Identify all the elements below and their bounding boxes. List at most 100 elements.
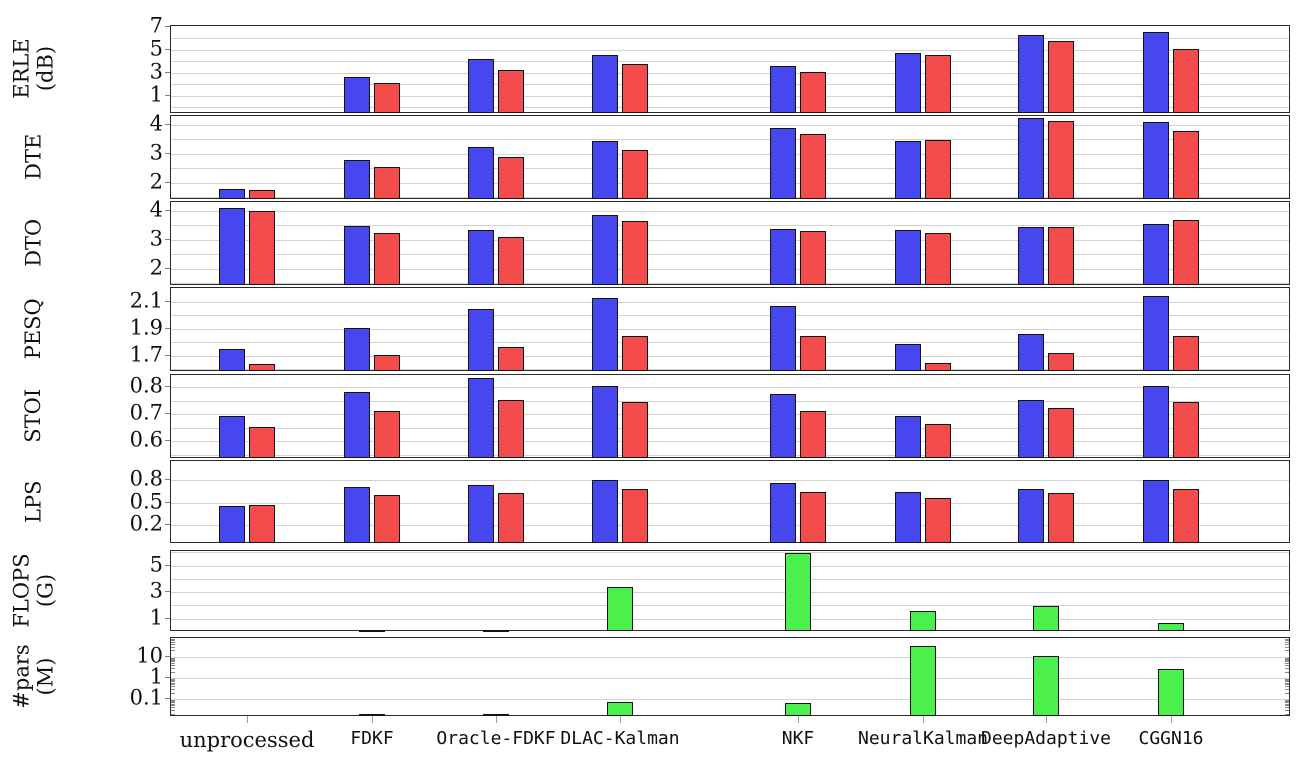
log-minor-tick xyxy=(171,663,175,665)
ytick-label-dte-2: 2 xyxy=(149,169,163,194)
bar-pesq-cggn16-blue xyxy=(1143,296,1169,371)
bar-stoi-unprocessed-red xyxy=(249,426,275,458)
log-minor-tick xyxy=(171,679,175,681)
bar-pesq-neuralkalman-red xyxy=(925,362,951,371)
bar-dte-cggn16-blue xyxy=(1143,122,1169,199)
ytick-label-pesq-1_7: 1.7 xyxy=(129,342,163,367)
ytick-mark xyxy=(165,181,170,183)
bar-erle-neuralkalman-blue xyxy=(895,53,921,113)
ylabel-text-erle: ERLE (dB) xyxy=(9,38,58,100)
ylabel-lps: LPS xyxy=(4,460,64,543)
bar-erle-oracle-fdkf-red xyxy=(498,70,524,113)
bar-lps-unprocessed-blue xyxy=(219,506,245,543)
ylabel-text-dte: DTE xyxy=(21,133,46,181)
bar-pars-fdkf-green xyxy=(359,713,385,716)
ytick-mark xyxy=(165,238,170,240)
bar-dto-oracle-fdkf-blue xyxy=(468,229,494,285)
bar-flops-nkf-green xyxy=(785,552,811,631)
log-minor-tick xyxy=(1285,657,1289,659)
bar-pesq-nkf-blue xyxy=(770,305,796,371)
ytick-label-erle-1: 1 xyxy=(149,82,163,107)
ytick-label-lps-0_8: 0.8 xyxy=(129,466,163,491)
log-minor-tick xyxy=(171,710,175,712)
xaxis-label-deepadaptive: DeepAdaptive xyxy=(980,728,1112,749)
log-minor-tick xyxy=(1285,642,1289,644)
bar-lps-cggn16-red xyxy=(1173,488,1199,543)
ytick-mark xyxy=(165,440,170,442)
xaxis-label-nkf: NKF xyxy=(781,728,815,749)
bar-dte-deepadaptive-red xyxy=(1048,120,1074,199)
bar-stoi-dlac-kalman-blue xyxy=(592,386,618,458)
gridline xyxy=(171,355,1289,357)
xtick-dlac-kalman xyxy=(620,716,621,723)
gridline xyxy=(171,479,1289,481)
ytick-label-erle-5: 5 xyxy=(149,36,163,61)
ytick-label-dto-3: 3 xyxy=(149,226,163,251)
xaxis-label-dlac-kalman: DLAC-Kalman xyxy=(560,728,680,749)
bar-lps-nkf-blue xyxy=(770,482,796,543)
ytick-label-pars-0_1: 0.1 xyxy=(129,685,163,710)
panel-erle xyxy=(170,25,1290,113)
ytick-mark xyxy=(165,413,170,415)
log-minor-tick xyxy=(1285,660,1289,662)
log-minor-tick xyxy=(1285,638,1289,640)
xtick-deepadaptive xyxy=(1046,716,1047,723)
gridline xyxy=(171,342,1289,344)
ylabel-text-pars: #pars (M) xyxy=(9,644,57,709)
bar-stoi-fdkf-red xyxy=(374,410,400,458)
gridline xyxy=(171,698,1289,700)
ytick-mark xyxy=(165,386,170,388)
log-minor-tick xyxy=(1285,692,1289,694)
log-minor-tick xyxy=(171,658,175,660)
bar-stoi-neuralkalman-blue xyxy=(895,416,921,458)
ylabel-unit-pars: (M) xyxy=(33,657,57,696)
log-minor-tick xyxy=(171,707,175,709)
log-minor-tick xyxy=(171,688,175,690)
bar-pesq-neuralkalman-blue xyxy=(895,343,921,371)
bar-stoi-nkf-red xyxy=(800,410,826,458)
bar-stoi-deepadaptive-red xyxy=(1048,407,1074,458)
bar-erle-deepadaptive-red xyxy=(1048,40,1074,113)
ytick-label-flops-5: 5 xyxy=(149,552,163,577)
bar-lps-neuralkalman-blue xyxy=(895,492,921,543)
bar-stoi-unprocessed-blue xyxy=(219,416,245,458)
bar-dto-nkf-blue xyxy=(770,228,796,285)
panel-stoi xyxy=(170,374,1290,458)
gridline xyxy=(171,414,1289,416)
bar-erle-fdkf-red xyxy=(374,83,400,113)
gridline xyxy=(171,578,1289,580)
gridline xyxy=(171,168,1289,170)
ytick-mark xyxy=(165,354,170,356)
xaxis-label-oracle-fdkf: Oracle-FDKF xyxy=(436,728,556,749)
ylabel-text-flops: FLOPS (G) xyxy=(9,553,57,628)
xtick-oracle-fdkf xyxy=(496,716,497,723)
gridline xyxy=(171,225,1289,227)
xtick-neuralkalman xyxy=(923,716,924,723)
bar-dte-neuralkalman-red xyxy=(925,139,951,199)
log-minor-tick xyxy=(1285,646,1289,648)
bar-dte-nkf-blue xyxy=(770,128,796,199)
gridline xyxy=(171,525,1289,527)
ytick-mark xyxy=(165,209,170,211)
bar-dte-cggn16-red xyxy=(1173,130,1199,199)
bar-pars-cggn16-green xyxy=(1158,668,1184,716)
ylabel-unit-erle: (dB) xyxy=(33,46,58,92)
bar-stoi-fdkf-blue xyxy=(344,391,370,458)
bar-dte-deepadaptive-blue xyxy=(1018,117,1044,199)
gridline xyxy=(171,454,1289,456)
ytick-label-lps-0_5: 0.5 xyxy=(129,489,163,514)
bar-pesq-deepadaptive-red xyxy=(1048,353,1074,371)
log-minor-tick xyxy=(1285,665,1289,667)
ytick-mark xyxy=(165,524,170,526)
bar-flops-oracle-fdkf-green xyxy=(483,630,509,632)
panel-dto xyxy=(170,201,1290,285)
ylabel-text-dto: DTO xyxy=(21,218,46,268)
ytick-mark xyxy=(165,478,170,480)
ylabel-text-stoi: STOI xyxy=(21,389,46,443)
bar-stoi-dlac-kalman-red xyxy=(622,402,648,458)
xtick-cggn16 xyxy=(1171,716,1172,723)
log-minor-tick xyxy=(1285,681,1289,683)
ytick-mark xyxy=(165,152,170,154)
ytick-mark xyxy=(165,501,170,503)
